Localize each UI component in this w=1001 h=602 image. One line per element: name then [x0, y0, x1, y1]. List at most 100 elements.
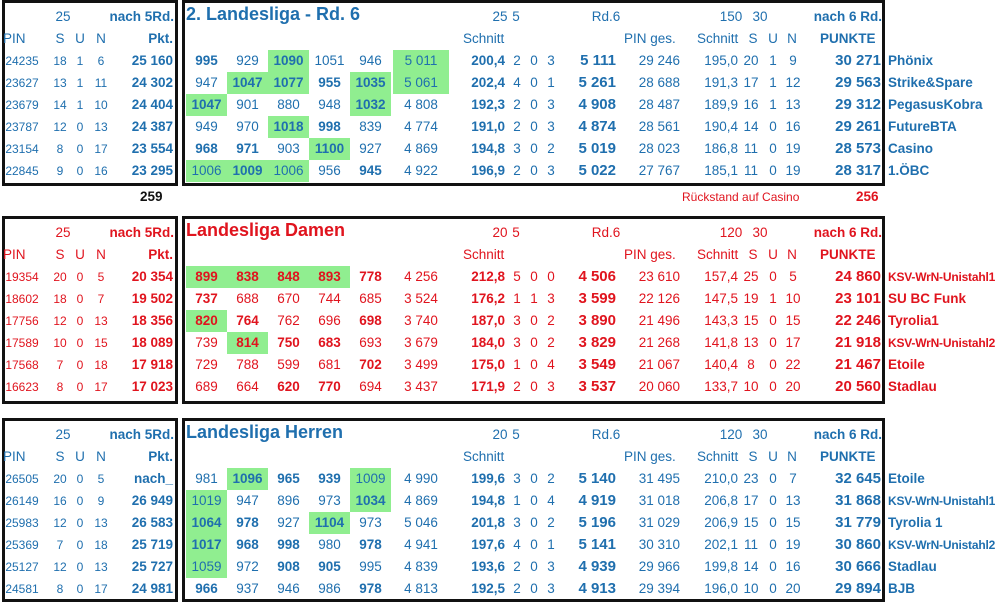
column-header-0: Schnitt	[463, 449, 505, 464]
game-score: 947	[195, 75, 218, 90]
total-pins: 21 067	[638, 357, 680, 372]
table-row: 26505 20 0 5 nach_ 981 1096 965 939 1009 4 990 199,…	[0, 468, 1001, 490]
prev-points: 24 981	[131, 581, 173, 596]
round-losses: 0	[547, 269, 555, 284]
prev-wins: 9	[56, 164, 64, 178]
round-results-box	[182, 0, 885, 186]
round-wins: 3	[513, 141, 521, 156]
prev-draws: 1	[76, 54, 84, 68]
prev-pins: 18602	[5, 292, 39, 306]
total-wins: 11	[743, 163, 758, 178]
total-average: 185,1	[704, 163, 738, 178]
total-pins: 31 495	[638, 471, 680, 486]
column-header-2: Schnitt	[697, 247, 739, 262]
header-n: N	[96, 247, 106, 262]
total-draws: 0	[769, 379, 777, 394]
game-score: 698	[359, 313, 382, 328]
game-score: 971	[236, 141, 259, 156]
round-wins: 2	[513, 379, 521, 394]
table-row: 23679 14 1 10 24 404 1047 901 880 948 1032 4 808 19…	[0, 94, 1001, 116]
game-score: 995	[195, 53, 218, 68]
prev-points: 18 356	[131, 313, 173, 328]
total-losses: 19	[785, 537, 801, 552]
footer-difference: 259	[140, 189, 163, 204]
table-row: 26149 16 0 9 26 949 1019 947 896 973 1034 4 869 194…	[0, 490, 1001, 512]
game-score: 764	[236, 313, 259, 328]
game-score: 702	[359, 357, 382, 372]
round-losses: 2	[547, 141, 555, 156]
prev-wins: 18	[53, 292, 67, 306]
total-losses: 9	[789, 53, 797, 68]
team-name: Etoile	[888, 471, 925, 486]
round-average: 194,8	[471, 141, 505, 156]
prev-losses: 5	[97, 270, 105, 284]
prev-pins: 17756	[5, 314, 39, 328]
total-average: 195,0	[704, 53, 738, 68]
total-losses: 17	[785, 335, 801, 350]
total-losses: 7	[789, 471, 797, 486]
column-header-2: Schnitt	[697, 449, 739, 464]
prev-draws: 0	[76, 314, 84, 328]
round-wins: 3	[513, 515, 521, 530]
game-score: 905	[318, 559, 341, 574]
prev-points: 18 089	[131, 335, 173, 350]
total-losses: 10	[785, 291, 801, 306]
round-pins-sum: 4 869	[404, 493, 438, 508]
table-row: 23627 13 1 11 24 302 947 1047 1077 955 1035 5 061 2…	[0, 72, 1001, 94]
round-header-1: 5	[512, 427, 520, 442]
games-count-label: 25	[55, 225, 71, 240]
column-header-4: U	[768, 449, 778, 464]
game-score: 978	[236, 515, 259, 530]
after-round-label: nach 5Rd.	[109, 427, 174, 442]
total-points: 24 860	[835, 268, 881, 285]
round-average: 199,6	[471, 471, 505, 486]
round-total: 4 908	[578, 96, 616, 113]
round-wins: 1	[513, 493, 521, 508]
team-name: KSV-WrN-Unistahl1	[888, 270, 996, 284]
column-header-3: S	[748, 449, 758, 464]
round-pins-sum: 4 808	[404, 97, 438, 112]
round-pins-sum: 4 922	[404, 163, 438, 178]
prev-wins: 12	[53, 516, 67, 530]
round-average: 194,8	[471, 493, 505, 508]
round-average: 192,5	[471, 581, 505, 596]
total-wins: 8	[747, 357, 755, 372]
table-row: 23787 12 0 13 24 387 949 970 1018 998 839 4 774 191…	[0, 116, 1001, 138]
standings-section-damen: Landesliga Damen 25 nach 5Rd. PIN S U N Pkt. 20 5…	[0, 216, 1001, 404]
prev-pins: 17589	[5, 336, 39, 350]
column-header-0: Schnitt	[463, 31, 505, 46]
game-score: 729	[195, 357, 218, 372]
round-total: 3 537	[578, 378, 616, 395]
total-draws: 1	[769, 97, 777, 112]
total-average: 189,9	[704, 97, 738, 112]
prev-losses: 13	[94, 314, 108, 328]
round-losses: 3	[547, 581, 555, 596]
prev-pins: 26149	[5, 494, 39, 508]
game-score: 762	[277, 313, 300, 328]
round-losses: 3	[547, 53, 555, 68]
round-average: 201,8	[471, 515, 505, 530]
round-average: 191,0	[471, 119, 505, 134]
game-score: 946	[359, 53, 382, 68]
game-score: 986	[318, 581, 341, 596]
round-header-0: 20	[492, 225, 508, 240]
round-draws: 0	[530, 269, 538, 284]
game-score: 664	[236, 379, 259, 394]
round-total: 4 913	[578, 580, 616, 597]
prev-points: 26 949	[131, 493, 173, 508]
game-score: 973	[318, 493, 341, 508]
round-pins-sum: 4 941	[404, 537, 438, 552]
total-wins: 17	[743, 493, 759, 508]
total-wins: 13	[743, 335, 759, 350]
column-header-6: PUNKTE	[820, 449, 876, 464]
prev-losses: 15	[94, 336, 108, 350]
total-draws: 0	[769, 119, 777, 134]
total-pins: 27 767	[638, 163, 680, 178]
prev-wins: 20	[53, 472, 67, 486]
game-score: 737	[195, 291, 218, 306]
prev-draws: 0	[76, 270, 84, 284]
prev-wins: 12	[53, 560, 67, 574]
round-pins-sum: 3 740	[404, 313, 438, 328]
round-draws: 0	[530, 141, 538, 156]
round-total: 5 140	[578, 470, 616, 487]
